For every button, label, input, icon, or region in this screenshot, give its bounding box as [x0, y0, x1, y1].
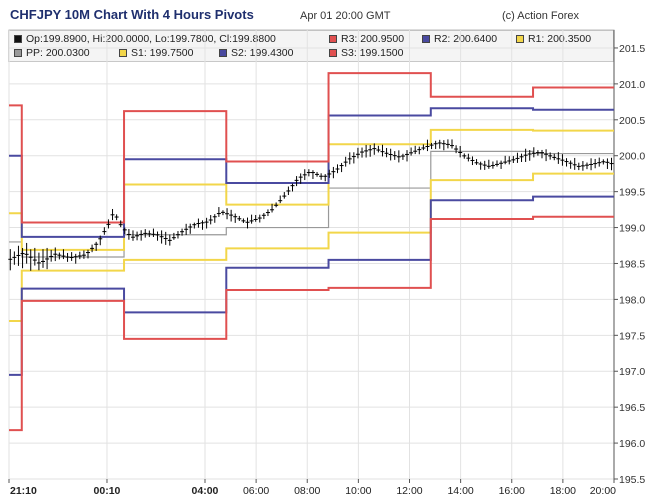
x-tick-label: 12:00	[396, 485, 422, 497]
pivot-line-s1	[9, 172, 614, 322]
legend: Op:199.8900, Hi:200.0000, Lo:199.7800, C…	[8, 30, 614, 62]
legend-s1: S1: 199.7500	[119, 47, 193, 59]
y-tick-label: 197.5	[619, 330, 645, 342]
y-tick-label: 198.5	[619, 258, 645, 270]
chart-timestamp: Apr 01 20:00 GMT	[300, 10, 391, 22]
x-tick-label: 08:00	[294, 485, 320, 497]
y-tick-label: 199.5	[619, 187, 645, 199]
pivot-line-r1	[9, 128, 614, 251]
legend-r1: R1: 200.3500	[516, 33, 591, 45]
x-tick-label: 14:00	[447, 485, 473, 497]
x-tick-label: 00:10	[94, 485, 121, 497]
legend-s3: S3: 199.1500	[329, 47, 403, 59]
legend-ohlc-label: Op:199.8900, Hi:200.0000, Lo:199.7800, C…	[26, 33, 276, 45]
y-tick-label: 198.0	[619, 294, 645, 306]
y-tick-label: 199.0	[619, 223, 645, 235]
legend-ohlc: Op:199.8900, Hi:200.0000, Lo:199.7800, C…	[14, 33, 276, 45]
pivot-line-s2	[9, 195, 614, 376]
pivot-line-r2	[9, 107, 614, 238]
y-tick-label: 196.0	[619, 438, 645, 450]
pivot-line-r3	[9, 72, 614, 224]
chart-title: CHFJPY 10M Chart With 4 Hours Pivots	[10, 7, 254, 22]
y-tick-label: 197.0	[619, 366, 645, 378]
legend-r3: R3: 200.9500	[329, 33, 404, 45]
y-tick-label: 201.5	[619, 43, 645, 55]
legend-s1-label: S1: 199.7500	[131, 47, 194, 59]
legend-pp-label: PP: 200.0300	[26, 47, 90, 59]
legend-s3-swatch	[329, 49, 337, 57]
chart-credit: (c) Action Forex	[502, 10, 580, 22]
y-tick-label: 196.5	[619, 402, 645, 414]
legend-r2: R2: 200.6400	[422, 33, 497, 45]
legend-r2-swatch	[422, 35, 430, 43]
x-tick-label: 06:00	[243, 485, 269, 497]
legend-s3-label: S3: 199.1500	[341, 47, 404, 59]
pivot-line-s3	[9, 215, 614, 432]
legend-r1-label: R1: 200.3500	[528, 33, 592, 45]
y-tick-label: 200.5	[619, 115, 645, 127]
legend-r3-label: R3: 200.9500	[341, 33, 405, 45]
legend-r2-label: R2: 200.6400	[434, 33, 498, 45]
x-tick-label: 16:00	[499, 485, 525, 497]
legend-s2: S2: 199.4300	[219, 47, 293, 59]
legend-r1-swatch	[516, 35, 524, 43]
legend-r3-swatch	[329, 35, 337, 43]
x-tick-label: 21:10	[10, 485, 37, 497]
legend-pp-swatch	[14, 49, 22, 57]
legend-s1-swatch	[119, 49, 127, 57]
x-tick-label: 20:00	[590, 485, 616, 497]
y-tick-label: 200.0	[619, 151, 645, 163]
x-tick-label: 10:00	[345, 485, 371, 497]
legend-ohlc-swatch	[14, 35, 22, 43]
legend-pp: PP: 200.0300	[14, 47, 90, 59]
x-tick-label: 18:00	[550, 485, 576, 497]
x-tick-label: 04:00	[192, 485, 219, 497]
y-tick-label: 195.5	[619, 474, 645, 486]
legend-s2-swatch	[219, 49, 227, 57]
y-tick-label: 201.0	[619, 79, 645, 91]
legend-s2-label: S2: 199.4300	[231, 47, 294, 59]
